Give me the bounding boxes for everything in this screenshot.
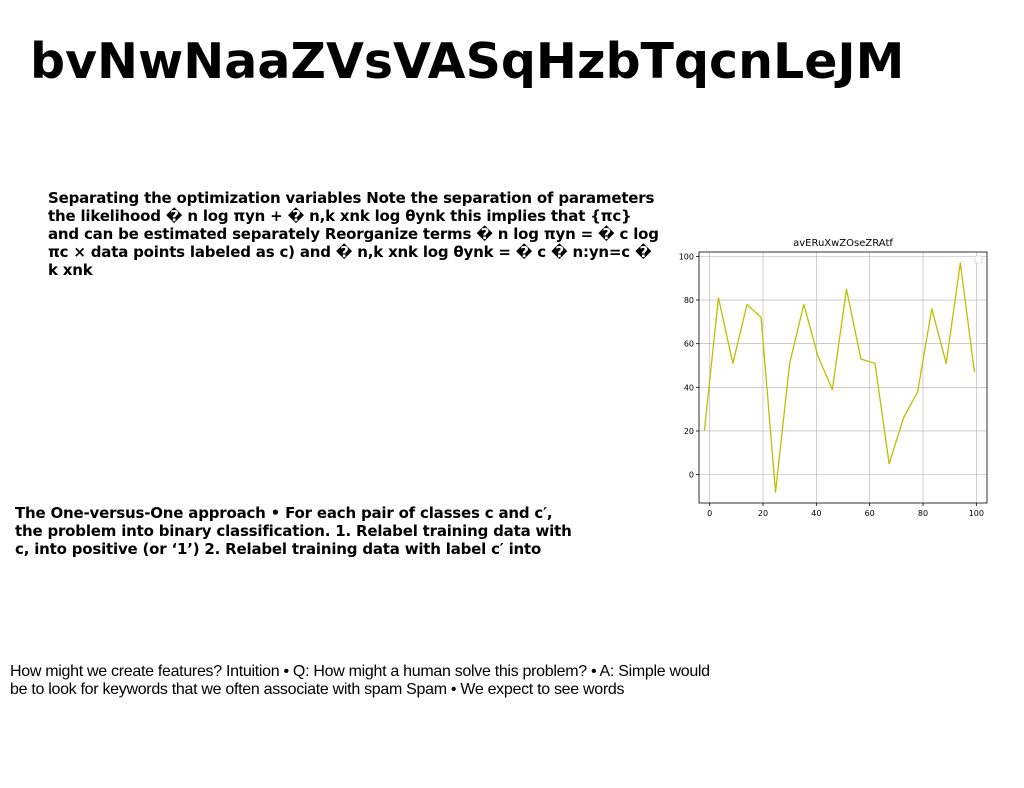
y-tick-label: 100 [679,252,694,261]
y-tick-label: 20 [684,427,694,436]
x-tick-label: 60 [865,509,875,518]
x-tick-label: 20 [758,509,768,518]
series-line [703,262,976,493]
y-tick-label: 60 [684,340,694,349]
chart-series [703,262,976,493]
chart-title: avERuXwZOseZRAtf [793,238,893,249]
y-tick-label: 40 [684,383,694,392]
legend-box [974,255,983,264]
text-block-separation: Separating the optimization variables No… [48,189,659,279]
line-chart-svg: avERuXwZOseZRAtf 0 20 40 60 80 100 0 20 40 60 80 10… [679,238,988,518]
text-block-features: How might we create features? Intuition … [10,663,710,698]
x-tick-label: 100 [969,509,984,518]
x-tick-label: 0 [707,509,712,518]
page-title: bvNwNaaZVsVASqHzbTqcnLeJM [30,33,905,90]
y-tick-label: 80 [684,296,694,305]
x-tick-label: 80 [918,509,928,518]
y-tick-label: 0 [689,471,694,480]
plot-frame [698,251,988,504]
chart-gridlines [699,252,987,503]
text-block-one-vs-one: The One-versus-One approach • For each p… [15,504,572,558]
x-tick-label: 40 [811,509,821,518]
chart-ticks: 0 20 40 60 80 100 0 20 40 60 80 100 [679,252,984,518]
line-chart: avERuXwZOseZRAtf 0 20 40 60 80 100 0 20 40 60 80 10… [668,232,994,524]
